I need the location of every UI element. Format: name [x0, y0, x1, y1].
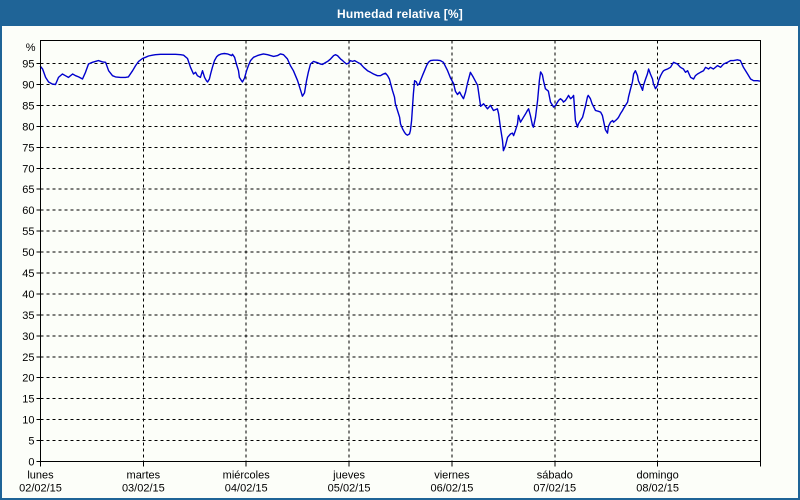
y-axis-tick-label: 85 [22, 100, 34, 112]
y-axis-tick-label: 5 [28, 436, 34, 448]
y-axis-tick-label: 80 [22, 121, 34, 133]
y-axis-tick-label: 95 [22, 59, 34, 71]
y-axis-tick-label: 15 [22, 394, 34, 406]
x-axis-date-label: 06/02/15 [431, 483, 474, 495]
y-axis-tick-label: 55 [22, 226, 34, 238]
x-axis-date-label: 04/02/15 [225, 483, 268, 495]
y-axis-tick-label: 45 [22, 268, 34, 280]
x-axis-day-label: lunes [27, 470, 54, 482]
x-axis-date-label: 02/02/15 [19, 483, 62, 495]
x-axis-day-label: jueves [332, 470, 365, 482]
y-axis-tick-label: 50 [22, 247, 34, 259]
y-axis-tick-label: 60 [22, 205, 34, 217]
x-axis-date-label: 07/02/15 [533, 483, 576, 495]
x-axis-day-label: domingo [637, 470, 679, 482]
title-bar: Humedad relativa [%] [2, 2, 798, 26]
y-axis-tick-label: 65 [22, 184, 34, 196]
y-axis-tick-label: 20 [22, 373, 34, 385]
y-axis-tick-label: 90 [22, 79, 34, 91]
humidity-chart-plot: 0 5 10 15 20 25 30 35 40 45 50 55 60 65 70 75 80 85 90 95% l… [19, 40, 761, 495]
y-axis-tick-label: 40 [22, 289, 34, 301]
y-axis-unit-label: % [26, 42, 36, 54]
chart-title: Humedad relativa [%] [336, 7, 464, 21]
x-axis-day-label: martes [127, 470, 161, 482]
y-axis-tick-label: 0 [28, 457, 34, 469]
x-axis-day-label: miércoles [223, 470, 271, 482]
humidity-line [39, 52, 761, 152]
x-axis-day-label: viernes [434, 470, 470, 482]
plot-frame [40, 40, 761, 462]
y-axis-tick-label: 25 [22, 352, 34, 364]
y-axis-tick-label: 75 [22, 142, 34, 154]
x-axis-date-label: 08/02/15 [636, 483, 679, 495]
y-axis-tick-label: 70 [22, 163, 34, 175]
y-axis-tick-label: 35 [22, 310, 34, 322]
y-axis-tick-label: 10 [22, 415, 34, 427]
x-axis-date-label: 03/02/15 [122, 483, 165, 495]
y-axis-tick-label: 30 [22, 331, 34, 343]
x-axis-day-label: sábado [537, 470, 573, 482]
x-axis-date-label: 05/02/15 [328, 483, 371, 495]
